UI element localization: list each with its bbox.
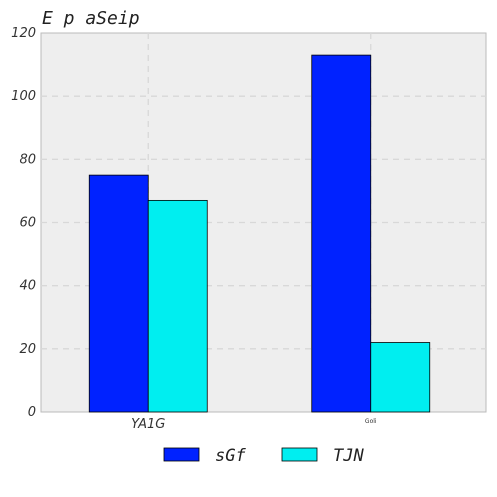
legend-label-TJN: TJN [333,446,364,466]
y-axis: 0 20 40 60 80 100 120 [11,26,36,420]
y-tick-label: 20 [19,342,36,357]
y-tick-label: 80 [19,152,36,167]
y-tick-label: 40 [19,279,36,294]
chart-title: E p aSeip [42,8,140,29]
legend-label-sGf: sGf [215,446,246,466]
y-tick-label: 0 [28,405,36,420]
y-tick-label: 60 [19,216,36,231]
x-tick-label: YA1G [131,417,165,432]
bar-TJN-YA1G [147,199,208,413]
x-tick-label: Goli [365,418,377,425]
bar-sGf-YA1G [88,174,149,413]
legend: sGf TJN [163,446,364,466]
legend-swatch-TJN [281,447,318,462]
bars [88,54,431,413]
legend-swatch-sGf [163,447,200,462]
bar-TJN-Goli [370,342,431,413]
bar-sGf-Goli [311,54,372,413]
x-axis: YA1G Goli [131,417,377,432]
y-tick-label: 120 [11,26,36,41]
y-tick-label: 100 [11,89,36,104]
